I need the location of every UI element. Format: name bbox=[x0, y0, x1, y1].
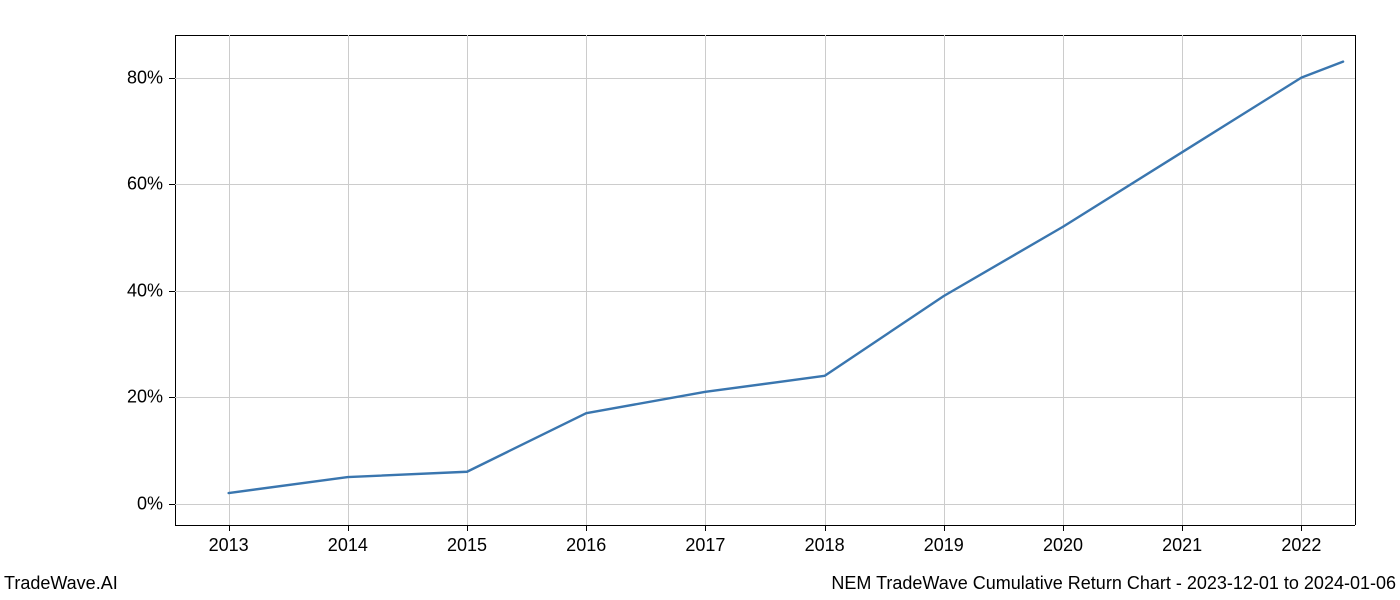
cumulative-return-line bbox=[229, 62, 1343, 493]
chart-container: TradeWave.AI NEM TradeWave Cumulative Re… bbox=[0, 0, 1400, 600]
line-series-svg bbox=[0, 0, 1400, 600]
